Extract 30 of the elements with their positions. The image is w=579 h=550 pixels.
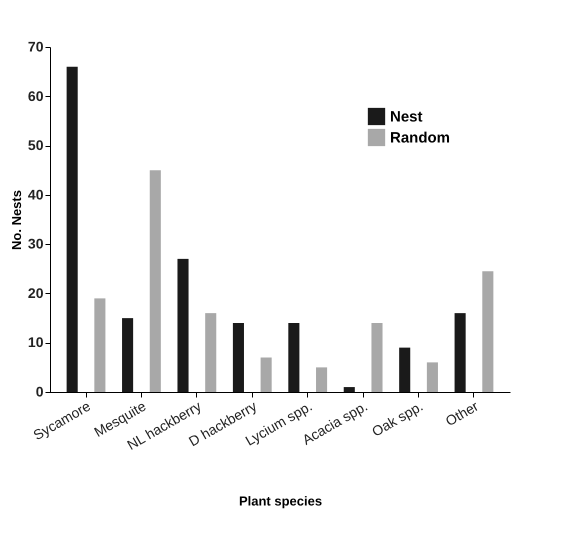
y-axis-title: No. Nests: [8, 190, 24, 250]
x-tick-label: Oak spp.: [369, 398, 426, 440]
y-tick-label: 0: [36, 384, 44, 400]
bar: [454, 313, 466, 392]
y-tick-label: 10: [28, 334, 44, 350]
bar: [288, 323, 300, 392]
bar: [426, 362, 438, 392]
bar: [94, 298, 106, 392]
bar: [344, 387, 355, 392]
bar: [66, 66, 78, 392]
bar: [177, 258, 189, 392]
legend-label: Random: [390, 130, 450, 146]
bar: [205, 313, 216, 392]
y-tick-label: 60: [28, 88, 44, 104]
x-tick-label: Other: [442, 398, 482, 430]
bar: [482, 271, 494, 392]
bar: [150, 170, 161, 392]
y-tick-label: 50: [28, 137, 44, 154]
legend-label: Nest: [390, 108, 423, 126]
y-tick-label: 20: [28, 284, 44, 301]
bar: [122, 318, 134, 392]
x-axis-title: Plant species: [238, 493, 322, 508]
y-tick-label: 30: [28, 236, 44, 252]
y-tick-label: 70: [28, 38, 44, 54]
bar: [232, 323, 244, 392]
bar: [399, 348, 410, 392]
bar: [371, 323, 383, 392]
y-tick-label: 40: [28, 186, 44, 202]
bar: [260, 358, 272, 392]
bar: [316, 367, 328, 392]
